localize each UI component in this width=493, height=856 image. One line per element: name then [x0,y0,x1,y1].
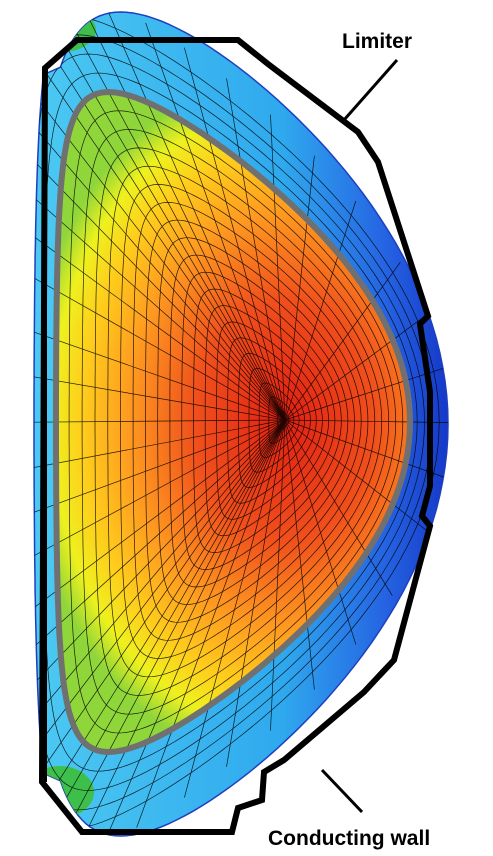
flux-surface [34,15,440,830]
radial-mesh-line [226,419,286,767]
radial-mesh-line [284,367,445,421]
radial-mesh-line [34,12,286,421]
radial-mesh-line [284,419,393,596]
computational-mesh [34,12,448,836]
radial-mesh-line [74,12,286,421]
top-left-green-patch [34,12,96,52]
radial-mesh-line [226,78,286,421]
radial-mesh-line [103,12,286,421]
radial-mesh-line [34,419,286,836]
radial-mesh-line [284,419,448,423]
plasma-boundary [53,88,414,756]
radial-mesh-line [34,419,286,584]
radial-mesh-line [34,12,286,421]
limiter-callout-line [342,59,399,121]
radial-mesh-line [34,419,286,823]
radial-mesh-line [184,419,286,798]
radial-mesh-line [51,12,286,421]
flux-surface [34,34,433,811]
radial-mesh-line [136,419,286,828]
radial-mesh-line [34,78,286,421]
radial-mesh-line [284,314,428,421]
radial-mesh-line [103,419,286,836]
radial-mesh-line [270,114,286,421]
radial-mesh-line [34,419,286,478]
limiter-outline [38,37,434,835]
radial-mesh-line [284,419,315,690]
radial-mesh-line [34,313,286,421]
radial-mesh-line [284,200,357,421]
radial-mesh-line [34,419,286,731]
radial-mesh-line [34,114,286,421]
radial-mesh-line [34,419,286,836]
radial-mesh-line [34,419,286,532]
bottom-left-green-patch [34,766,94,818]
conducting-wall-callout-line [320,768,364,814]
radial-mesh-line [284,419,445,478]
radial-mesh-line [284,419,357,645]
radial-mesh-line [145,22,286,421]
radial-mesh-line [184,47,286,421]
radial-mesh-line [284,155,315,421]
radial-mesh-line [34,419,286,690]
radial-mesh-line [34,419,286,423]
limiter-label: Limiter [342,30,412,53]
radial-mesh-line [34,17,286,421]
radial-mesh-line [74,419,286,836]
conducting-wall-label: Conducting wall [268,827,430,850]
radial-mesh-line [51,419,286,836]
radial-mesh-line [284,262,401,421]
radial-mesh-line [270,419,286,731]
radial-mesh-line [34,367,286,421]
flux-surface [34,53,425,791]
radial-mesh-line [284,419,428,532]
